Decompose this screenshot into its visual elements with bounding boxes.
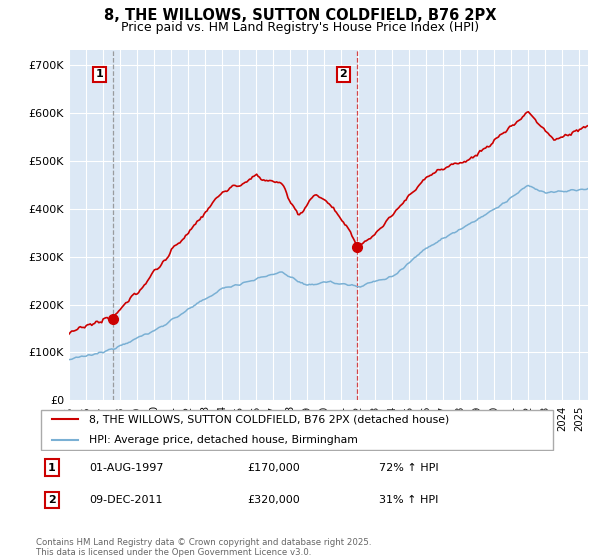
Text: Contains HM Land Registry data © Crown copyright and database right 2025.
This d: Contains HM Land Registry data © Crown c… <box>36 538 371 557</box>
Text: 72% ↑ HPI: 72% ↑ HPI <box>379 463 439 473</box>
Text: 8, THE WILLOWS, SUTTON COLDFIELD, B76 2PX: 8, THE WILLOWS, SUTTON COLDFIELD, B76 2P… <box>104 8 496 24</box>
Text: 8, THE WILLOWS, SUTTON COLDFIELD, B76 2PX (detached house): 8, THE WILLOWS, SUTTON COLDFIELD, B76 2P… <box>89 414 449 424</box>
Text: 1: 1 <box>48 463 56 473</box>
Text: 09-DEC-2011: 09-DEC-2011 <box>89 495 162 505</box>
FancyBboxPatch shape <box>41 410 553 450</box>
Text: 2: 2 <box>48 495 56 505</box>
Text: 1: 1 <box>95 69 103 80</box>
Text: 01-AUG-1997: 01-AUG-1997 <box>89 463 163 473</box>
Text: 31% ↑ HPI: 31% ↑ HPI <box>379 495 439 505</box>
Text: 2: 2 <box>340 69 347 80</box>
Text: £170,000: £170,000 <box>247 463 300 473</box>
Text: Price paid vs. HM Land Registry's House Price Index (HPI): Price paid vs. HM Land Registry's House … <box>121 21 479 34</box>
Text: £320,000: £320,000 <box>247 495 300 505</box>
Text: HPI: Average price, detached house, Birmingham: HPI: Average price, detached house, Birm… <box>89 435 358 445</box>
